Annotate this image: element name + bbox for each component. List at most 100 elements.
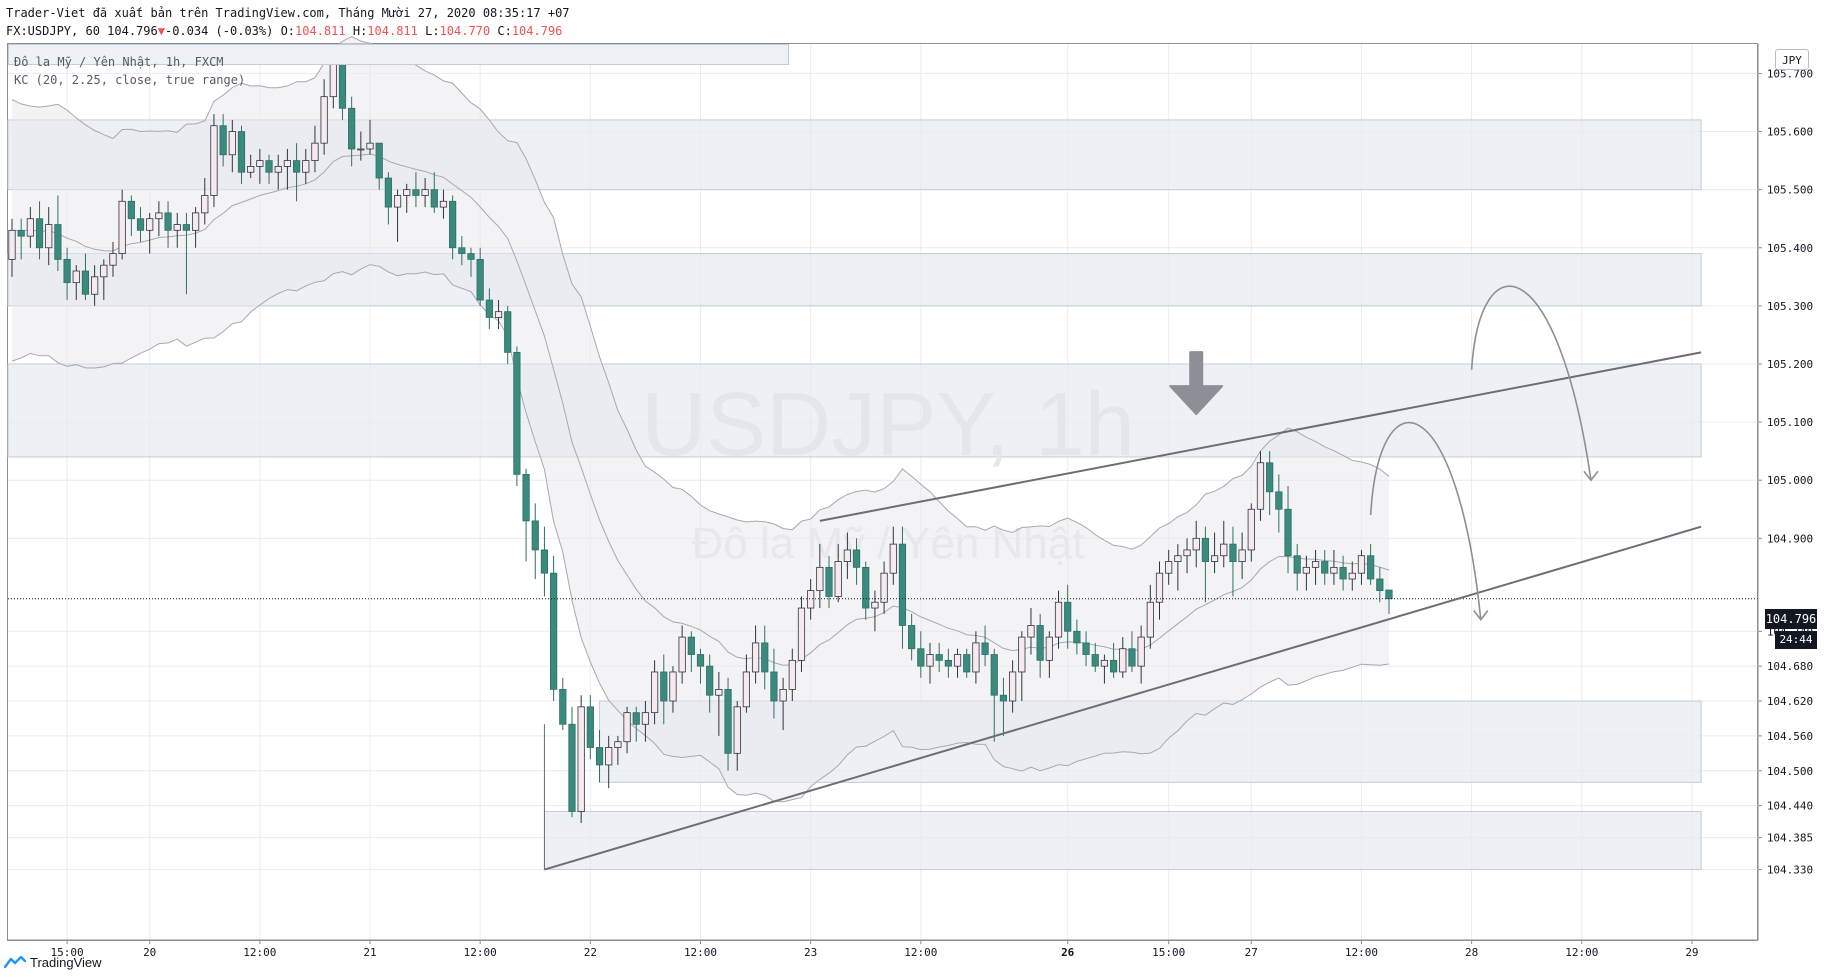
- candle-body: [513, 351, 521, 475]
- candle-body: [880, 572, 888, 603]
- candle: [898, 526, 907, 649]
- candle-body: [1100, 659, 1109, 667]
- candle: [1311, 549, 1320, 585]
- currency-badge[interactable]: JPY: [1775, 49, 1809, 70]
- candle: [421, 178, 429, 208]
- candle-body: [127, 200, 135, 220]
- candle-body: [8, 229, 16, 260]
- low-value: 104.770: [439, 24, 491, 38]
- footer-brand[interactable]: TradingView: [4, 952, 102, 972]
- candle-body: [1146, 601, 1154, 638]
- candle-body: [963, 654, 971, 673]
- candle-body: [595, 747, 604, 766]
- candle-body: [531, 520, 539, 551]
- candle-body: [439, 200, 448, 208]
- candle-body: [550, 572, 558, 690]
- candle: [100, 259, 108, 301]
- candle: [228, 119, 236, 173]
- candle: [568, 706, 576, 818]
- price-tick-label: 104.330: [1767, 864, 1813, 877]
- candle: [880, 561, 888, 614]
- candle-body: [605, 747, 613, 766]
- candle-body: [1201, 537, 1209, 562]
- candle-body: [1357, 555, 1366, 574]
- kc-fill: [12, 36, 1389, 802]
- candle: [1201, 526, 1209, 603]
- candle: [972, 631, 980, 684]
- candle: [81, 253, 90, 301]
- candle: [1119, 637, 1127, 678]
- candle: [1073, 619, 1081, 655]
- candle: [1045, 631, 1053, 678]
- candle: [1321, 549, 1329, 585]
- candle-body: [265, 160, 273, 173]
- candle: [751, 625, 760, 684]
- candle-body: [917, 648, 925, 667]
- candle-body: [256, 160, 264, 167]
- candle-body: [981, 642, 989, 655]
- candle-body: [623, 712, 631, 743]
- candle: [871, 590, 879, 632]
- price-tick-label: 105.400: [1767, 242, 1813, 255]
- candle-body: [274, 166, 282, 173]
- candle: [660, 654, 668, 725]
- candle: [1110, 642, 1118, 678]
- candle: [1082, 631, 1090, 667]
- legend-title[interactable]: Đô la Mỹ / Yên Nhật, 1h, FXCM: [14, 55, 224, 69]
- candle-body: [403, 189, 411, 196]
- candle-body: [1210, 555, 1219, 562]
- candle-body: [669, 671, 677, 702]
- price-axis: 104.330 104.385 104.440 104.500 104.560 104.6…: [1757, 44, 1813, 940]
- candle: [155, 201, 163, 237]
- price-tick-label: 104.440: [1767, 800, 1813, 813]
- candle-body: [944, 659, 952, 667]
- candle-body: [45, 224, 53, 249]
- candle: [706, 654, 714, 713]
- candle: [1367, 544, 1375, 585]
- candle: [632, 706, 640, 742]
- candle: [173, 212, 181, 248]
- candle: [770, 648, 778, 719]
- candle: [1348, 561, 1356, 591]
- candle: [1128, 631, 1136, 672]
- time-tick-label: 22: [584, 946, 597, 959]
- candle: [1165, 549, 1173, 585]
- candle-body: [247, 166, 255, 173]
- candle-body: [146, 218, 154, 231]
- price-tick-label: 105.700: [1767, 67, 1813, 80]
- candle: [1192, 520, 1200, 568]
- forecast-arrow: [1369, 421, 1482, 620]
- candle: [852, 538, 861, 585]
- candle-body: [72, 270, 80, 284]
- candle: [1256, 451, 1265, 521]
- candle: [1284, 486, 1292, 574]
- candle-body: [164, 212, 172, 231]
- candle: [1210, 532, 1219, 574]
- candle-body: [908, 625, 916, 650]
- price-tick-label: 105.300: [1767, 300, 1813, 313]
- candle-body: [1385, 589, 1393, 600]
- candle: [136, 207, 145, 242]
- candle: [164, 201, 172, 248]
- candle: [17, 218, 25, 260]
- legend-indicator[interactable]: KC (20, 2.25, close, true range): [14, 73, 246, 87]
- candle: [1174, 544, 1182, 591]
- candle: [393, 189, 402, 242]
- last-price: 104.796: [107, 24, 158, 38]
- candle-body: [329, 61, 337, 98]
- current-price-tag: 104.796: [1765, 609, 1817, 629]
- candle: [696, 648, 705, 684]
- candle-body: [807, 590, 815, 609]
- candle: [311, 125, 319, 173]
- candle: [540, 526, 549, 597]
- price-tick-label: 104.500: [1767, 765, 1813, 778]
- candle: [1339, 555, 1347, 591]
- candle-body: [237, 131, 246, 173]
- candle-body: [632, 712, 640, 725]
- watermark-symbol: USDJPY, 1h: [641, 375, 1135, 475]
- candle: [412, 172, 420, 208]
- candle: [1183, 538, 1191, 574]
- candle: [531, 503, 539, 579]
- forecast-arrows: [1169, 285, 1599, 621]
